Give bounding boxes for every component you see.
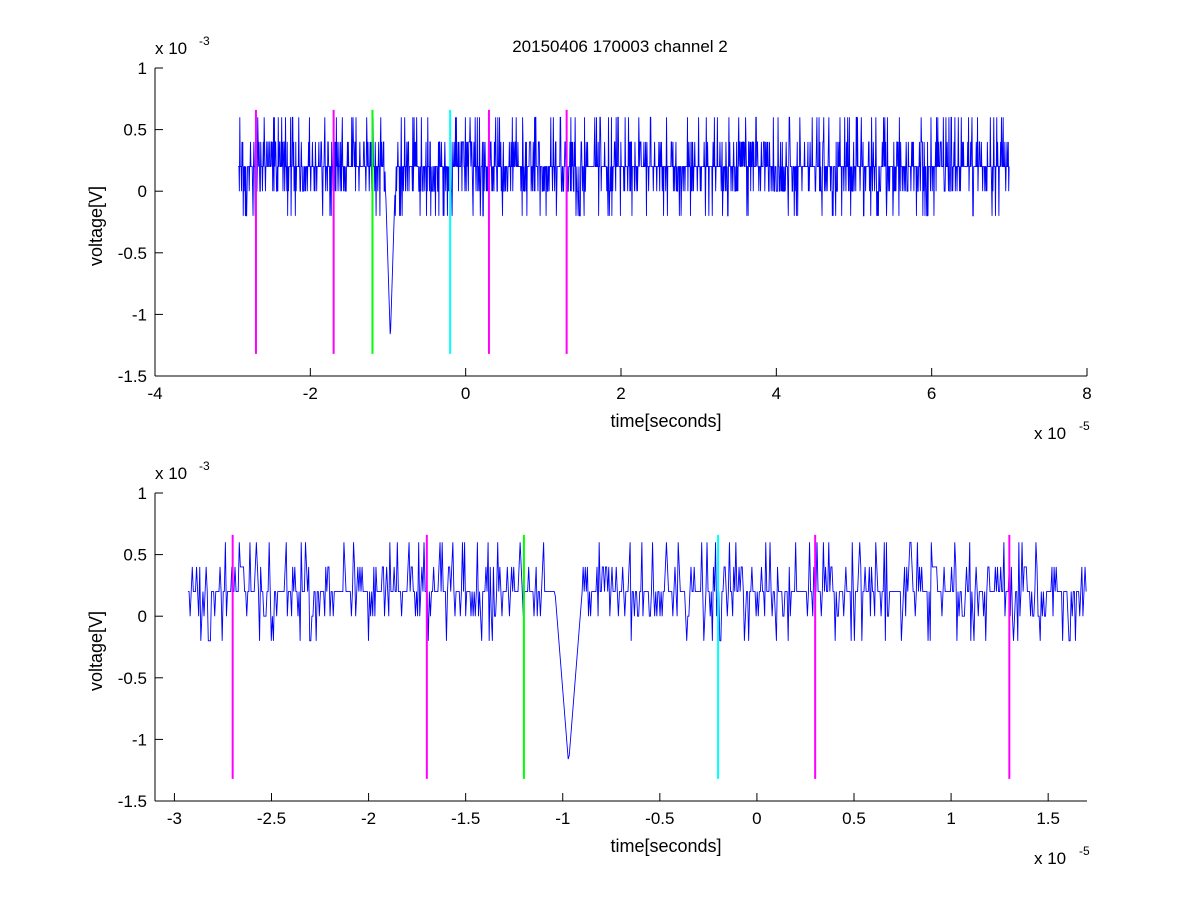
x-tick-label: 0 xyxy=(752,809,761,828)
x-tick-label: -2 xyxy=(361,809,376,828)
x-tick-label: 6 xyxy=(927,384,936,403)
y-axis-label: voltage[V] xyxy=(86,611,106,691)
y-tick-label: -0.5 xyxy=(118,244,147,263)
x-tick-label: 0.5 xyxy=(842,809,866,828)
y-tick-label: 0.5 xyxy=(123,121,147,140)
y-tick-label: -0.5 xyxy=(118,669,147,688)
x-axis-label: time[seconds] xyxy=(610,836,721,856)
y-exponent-label: x 10 xyxy=(155,39,187,58)
x-tick-label: 1 xyxy=(946,809,955,828)
x-tick-label: -0.5 xyxy=(645,809,674,828)
top-subplot: -4 -2 0 2 4 6 8 -1.5 -1 -0.5 0 0.5 1 time[seconds] vol… xyxy=(86,34,1092,443)
x-tick-label: 1.5 xyxy=(1036,809,1060,828)
y-tick-label: 1 xyxy=(138,59,147,78)
x-tick-label: -1 xyxy=(555,809,570,828)
signal-trace xyxy=(238,116,1010,335)
y-tick-label: -1.5 xyxy=(118,367,147,386)
x-tick-label: 2 xyxy=(616,384,625,403)
x-tick-label: 0 xyxy=(461,384,470,403)
y-exponent-power: -3 xyxy=(199,34,210,48)
x-tick-label: -2 xyxy=(303,384,318,403)
figure-title: 20150406 170003 channel 2 xyxy=(512,37,728,56)
x-tick-label: -2.5 xyxy=(257,809,286,828)
x-exponent-power: -5 xyxy=(1079,844,1090,858)
x-exponent-label: x 10 xyxy=(1034,424,1066,443)
signal-trace xyxy=(188,541,1087,760)
y-tick-label: 0 xyxy=(138,607,147,626)
y-tick-label: 1 xyxy=(138,484,147,503)
y-exponent-label: x 10 xyxy=(155,464,187,483)
x-tick-label: 4 xyxy=(772,384,781,403)
y-tick-label: 0.5 xyxy=(123,546,147,565)
x-tick-label: -3 xyxy=(167,809,182,828)
y-tick-label: -1 xyxy=(132,305,147,324)
x-exponent-power: -5 xyxy=(1079,419,1090,433)
bottom-subplot: -3 -2.5 -2 -1.5 -1 -0.5 0 0.5 1 1.5 -1.5 -1 -0.5 0 0.5… xyxy=(86,459,1090,868)
x-tick-label: -1.5 xyxy=(451,809,480,828)
x-tick-label: 8 xyxy=(1082,384,1091,403)
y-tick-label: -1.5 xyxy=(118,792,147,811)
x-exponent-label: x 10 xyxy=(1034,849,1066,868)
y-tick-label: 0 xyxy=(138,182,147,201)
x-axis-label: time[seconds] xyxy=(610,411,721,431)
x-tick-label: -4 xyxy=(147,384,162,403)
y-tick-label: -1 xyxy=(132,730,147,749)
y-exponent-power: -3 xyxy=(199,459,210,473)
y-axis-label: voltage[V] xyxy=(86,186,106,266)
